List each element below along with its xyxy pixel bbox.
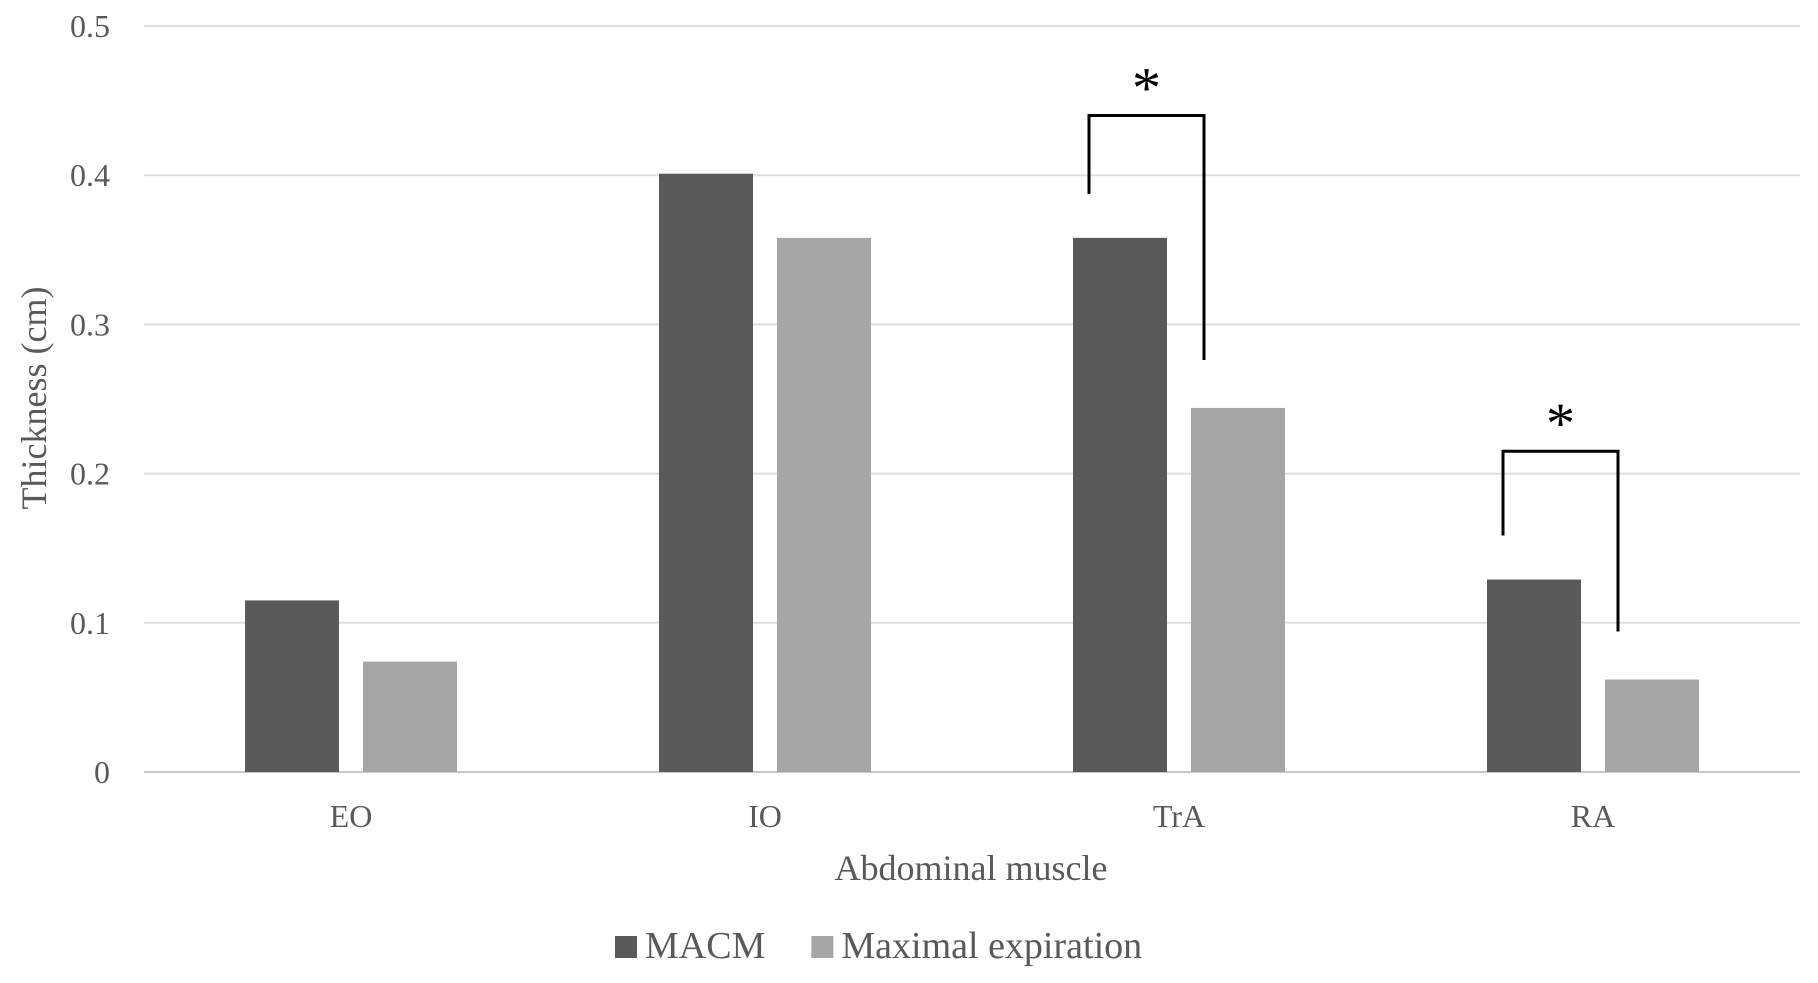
bars bbox=[245, 173, 1699, 772]
bar-ra-macm bbox=[1487, 579, 1581, 772]
y-axis-ticks: 0 0.1 0.2 0.3 0.4 0.5 bbox=[70, 8, 110, 790]
x-tick-label: TrA bbox=[1153, 798, 1205, 834]
y-tick-label: 0.5 bbox=[70, 8, 110, 44]
legend-swatch bbox=[615, 936, 637, 958]
bar-io-macm bbox=[659, 173, 753, 772]
significance-bracket bbox=[1087, 114, 1206, 360]
legend-swatch bbox=[811, 936, 834, 958]
y-axis-label: Thickness (cm) bbox=[14, 287, 54, 510]
x-axis-ticks: EO IO TrA RA bbox=[330, 798, 1616, 834]
y-tick-label: 0 bbox=[94, 754, 110, 790]
x-axis-label: Abdominal muscle bbox=[835, 848, 1108, 888]
bar-eo-maximal-expiration bbox=[363, 661, 457, 772]
x-tick-label: RA bbox=[1571, 798, 1615, 834]
y-tick-label: 0.2 bbox=[70, 456, 110, 492]
legend: MACM Maximal expiration bbox=[615, 925, 1142, 967]
bar-eo-macm bbox=[245, 600, 339, 772]
y-tick-label: 0.4 bbox=[70, 157, 110, 193]
x-tick-label: EO bbox=[330, 798, 373, 834]
bar-ra-maximal-expiration bbox=[1605, 679, 1699, 772]
legend-label: Maximal expiration bbox=[841, 925, 1142, 967]
significance-brackets: ** bbox=[1087, 56, 1620, 632]
significance-bracket bbox=[1501, 449, 1620, 632]
x-tick-label: IO bbox=[748, 798, 782, 834]
significance-asterisk: * bbox=[1546, 391, 1575, 456]
bar-tra-macm bbox=[1073, 237, 1167, 772]
bar-io-maximal-expiration bbox=[777, 237, 871, 772]
legend-label: MACM bbox=[645, 925, 765, 967]
y-tick-label: 0.1 bbox=[70, 605, 110, 641]
significance-asterisk: * bbox=[1132, 56, 1161, 121]
bar-tra-maximal-expiration bbox=[1191, 407, 1285, 772]
y-tick-label: 0.3 bbox=[70, 306, 110, 342]
